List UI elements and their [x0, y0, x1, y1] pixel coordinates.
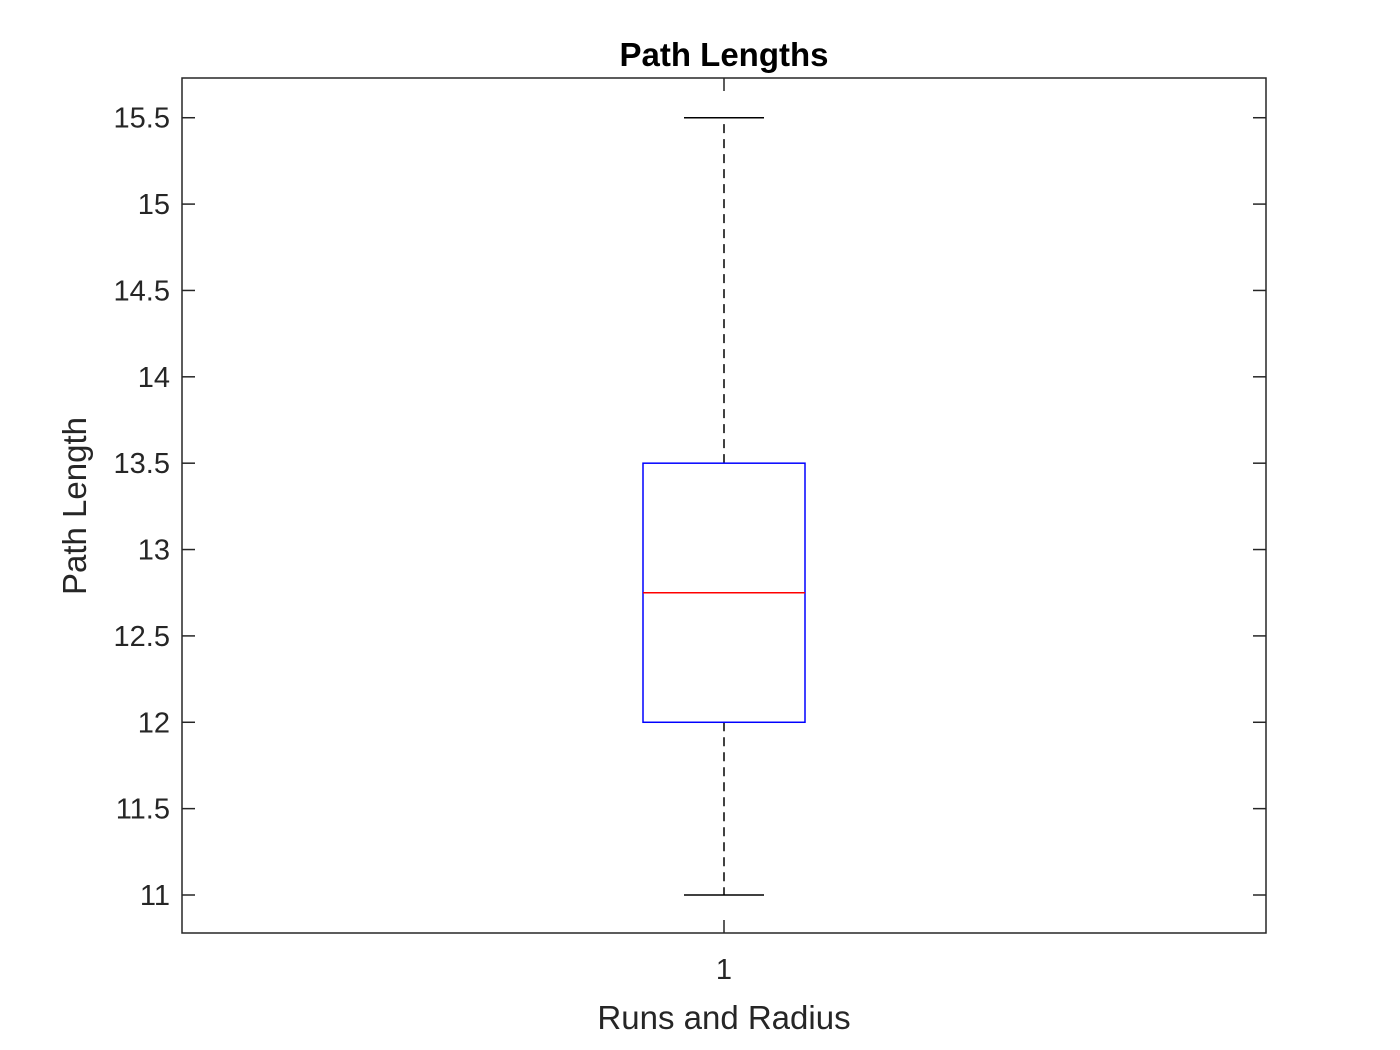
y-tick-label: 11.5 — [116, 794, 170, 826]
y-tick-label: 15.5 — [114, 103, 170, 135]
chart-title: Path Lengths — [619, 36, 828, 73]
y-tick-label: 15 — [138, 189, 170, 221]
y-tick-label: 13 — [138, 535, 170, 567]
x-tick-label: 1 — [716, 954, 732, 986]
y-tick-label: 11 — [140, 880, 170, 912]
y-tick-label: 13.5 — [114, 448, 170, 480]
box-series — [642, 116, 806, 896]
y-axis-label: Path Length — [56, 417, 93, 595]
y-tick-label: 12.5 — [114, 621, 170, 653]
y-axis-ticks: 11 11.5 12 12.5 13 13.5 14 14.5 15 15.5 — [114, 103, 1266, 912]
y-tick-label: 14 — [138, 362, 170, 394]
x-axis-ticks: 1 — [716, 78, 732, 986]
y-tick-label: 14.5 — [114, 275, 170, 307]
x-axis-label: Runs and Radius — [597, 999, 850, 1036]
y-tick-label: 12 — [138, 707, 170, 739]
